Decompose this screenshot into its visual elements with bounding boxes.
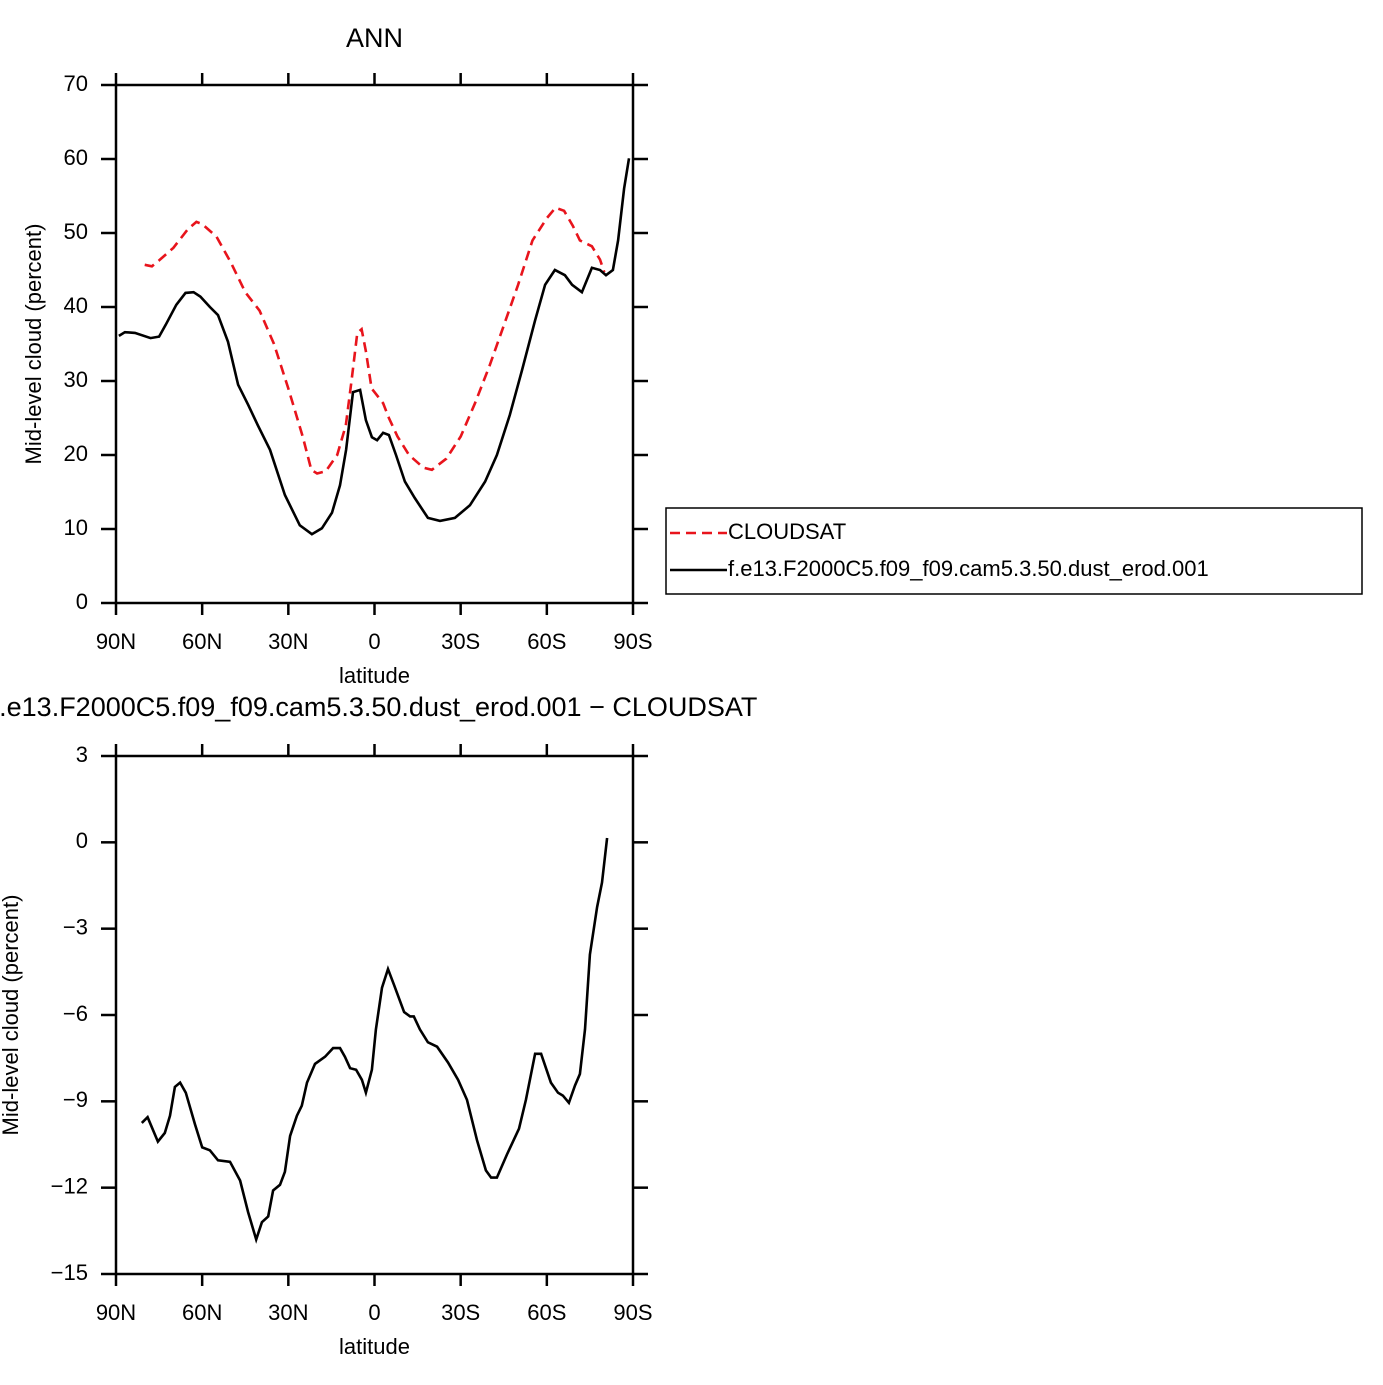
x-tick-label: 60S [527,629,566,654]
y-tick-label: 50 [64,219,88,244]
legend-label: f.e13.F2000C5.f09_f09.cam5.3.50.dust_ero… [728,556,1209,581]
chart-title: f.e13.F2000C5.f09_f09.cam5.3.50.dust_ero… [0,692,757,722]
plot-frame [114,83,635,605]
y-tick-label: 0 [76,828,88,853]
x-tick-label: 0 [368,1300,380,1325]
y-tick-label: 0 [76,589,88,614]
y-tick-label: −3 [63,914,88,939]
data-line [140,837,609,1244]
y-tick-label: 10 [64,515,88,540]
x-tick-label: 30N [268,1300,308,1325]
y-tick-label: 30 [64,367,88,392]
x-axis-label: latitude [339,1334,410,1359]
x-tick-label: 90N [96,1300,136,1325]
y-axis-label: Mid-level cloud (percent) [0,895,23,1136]
x-tick-label: 60S [527,1300,566,1325]
x-tick-label: 30S [441,629,480,654]
data-line [118,158,631,536]
y-tick-label: −12 [51,1173,88,1198]
chart-title: ANN [346,23,403,53]
x-tick-label: 60N [182,1300,222,1325]
y-tick-label: 70 [64,71,88,96]
y-tick-label: −6 [63,1001,88,1026]
y-tick-label: 60 [64,145,88,170]
y-tick-label: 3 [76,742,88,767]
y-axis-label: Mid-level cloud (percent) [21,224,46,465]
x-tick-label: 30S [441,1300,480,1325]
y-tick-label: −15 [51,1260,88,1285]
x-tick-label: 0 [368,629,380,654]
x-axis-label: latitude [339,663,410,688]
legend-label: CLOUDSAT [728,519,846,544]
legend-box [665,507,1363,595]
data-line [144,206,606,475]
plot-frame [114,754,635,1276]
y-tick-label: 40 [64,293,88,318]
x-tick-label: 60N [182,629,222,654]
x-tick-label: 90S [613,1300,652,1325]
x-tick-label: 90S [613,629,652,654]
y-tick-label: 20 [64,441,88,466]
y-tick-label: −9 [63,1087,88,1112]
x-tick-label: 30N [268,629,308,654]
x-tick-label: 90N [96,629,136,654]
